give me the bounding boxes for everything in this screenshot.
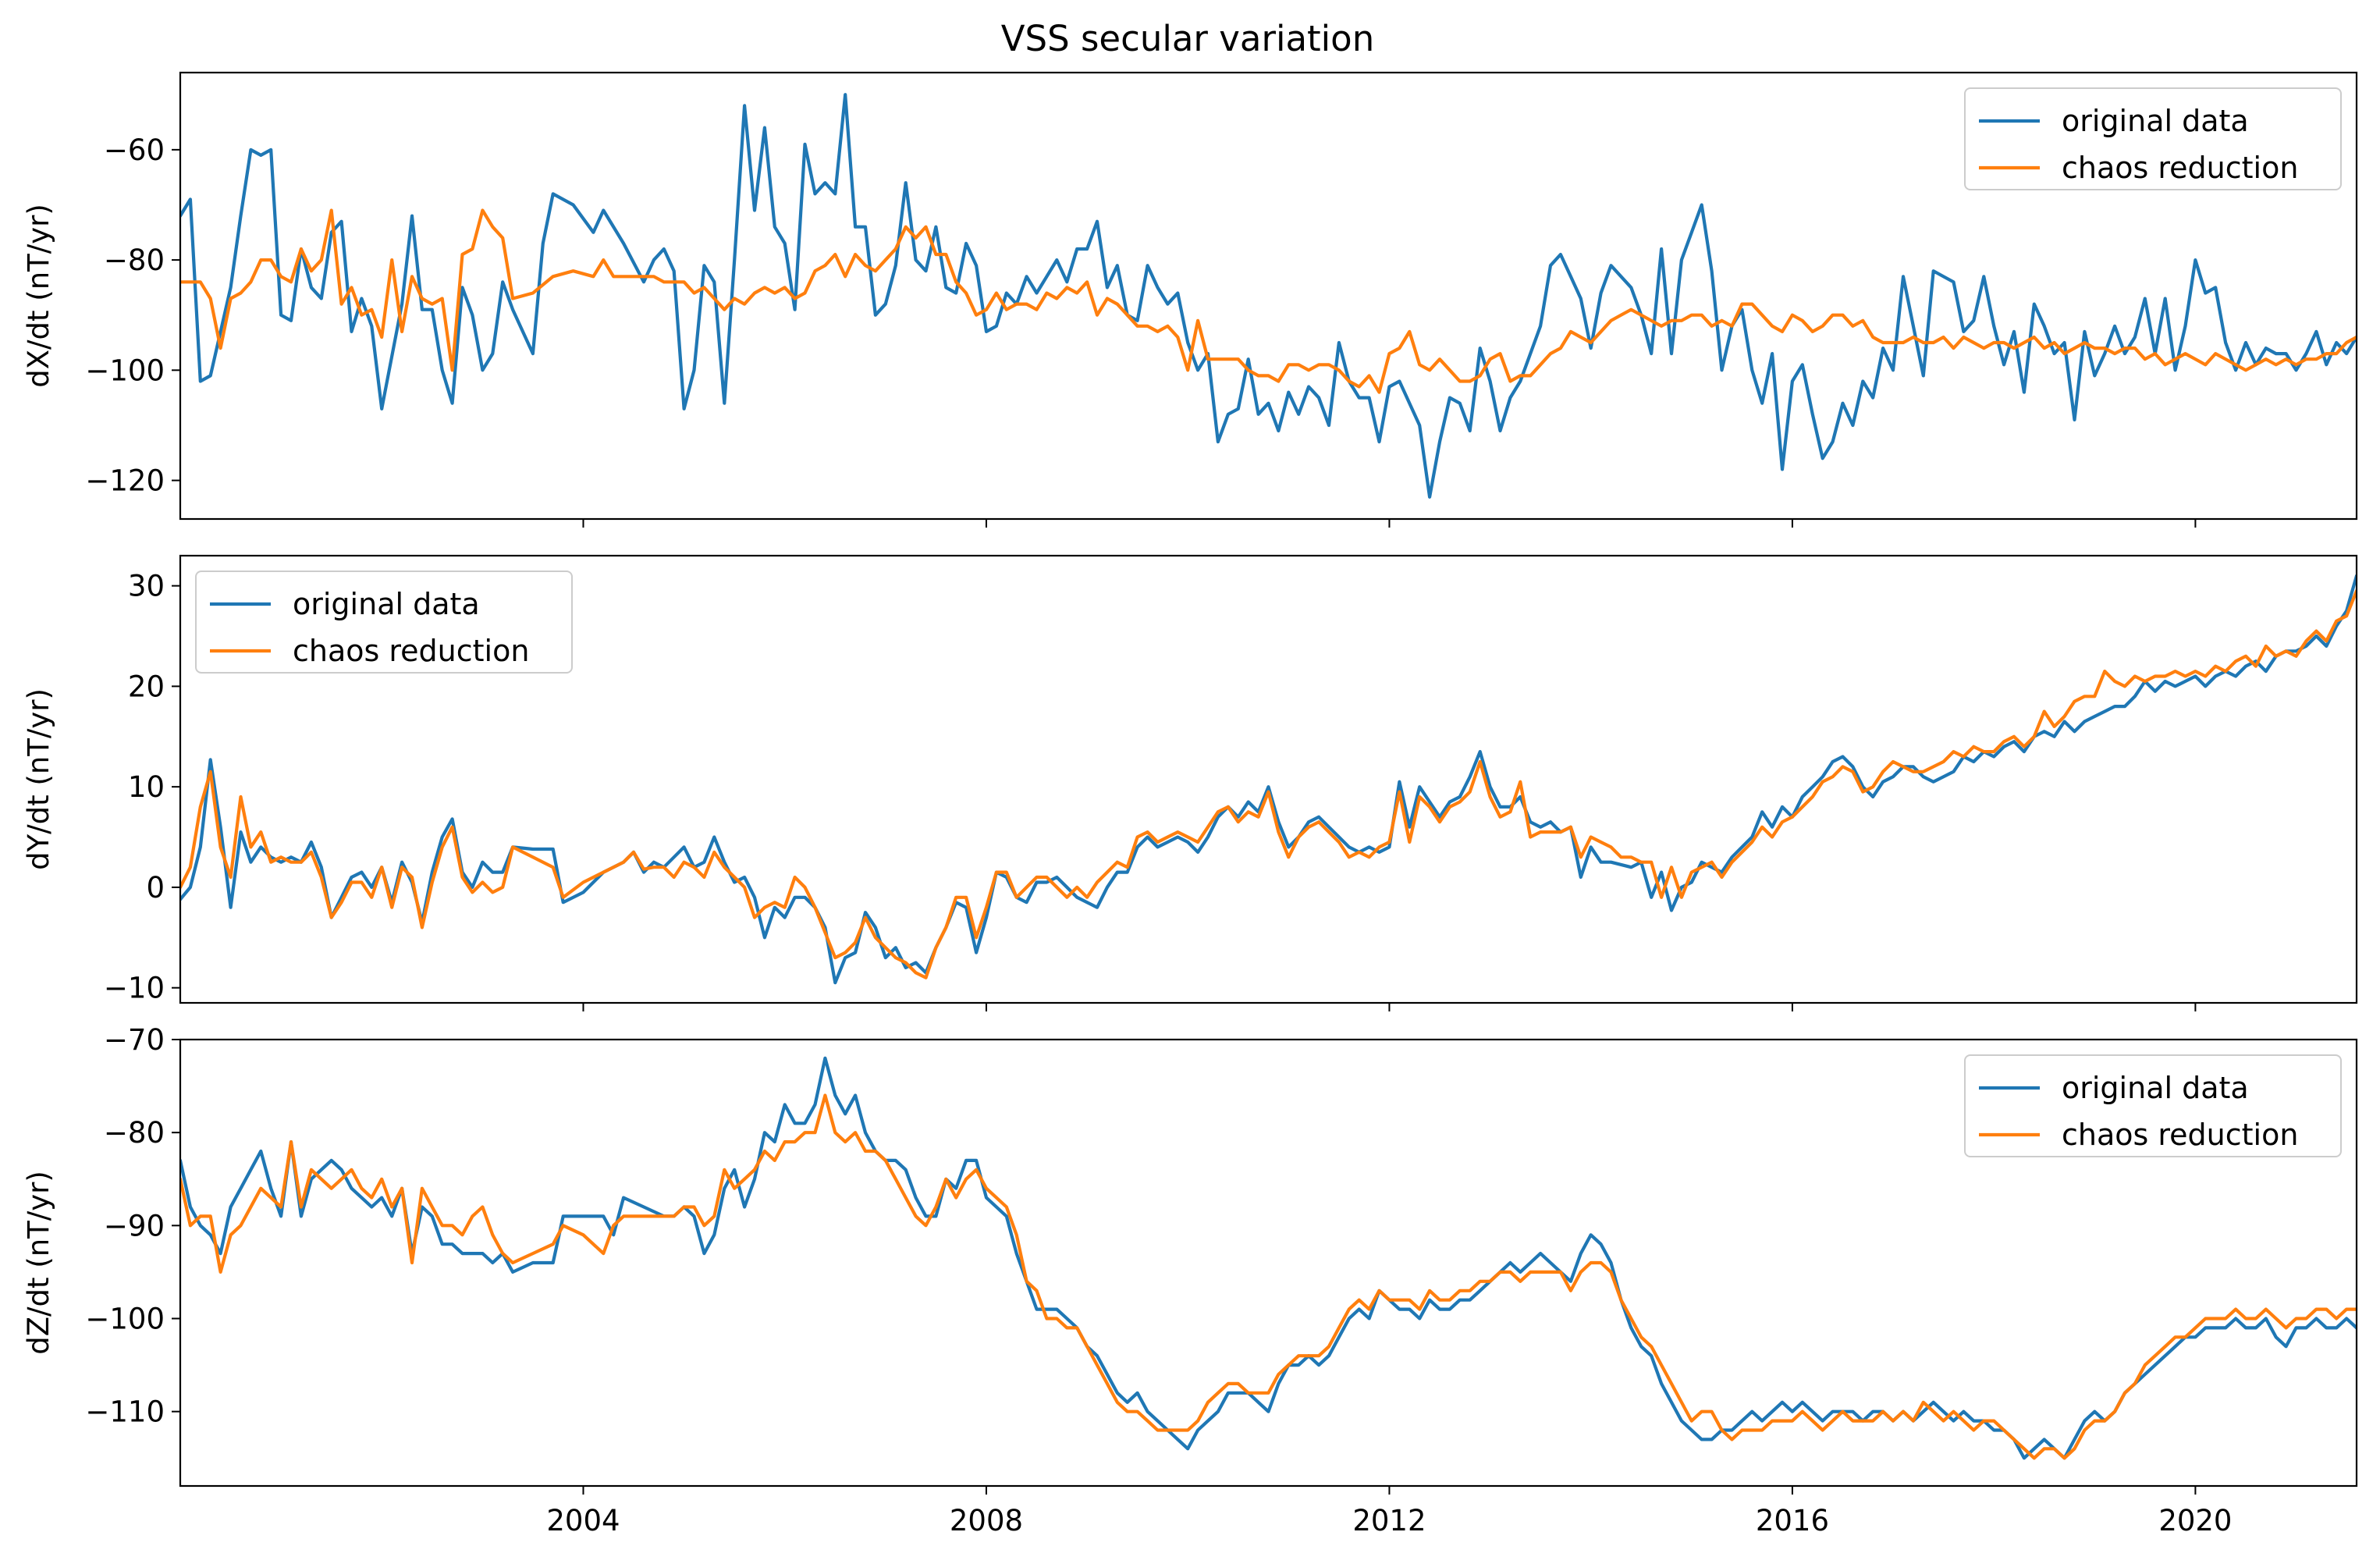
legend-box [1964, 1054, 2342, 1157]
y-tick-label: 30 [128, 570, 165, 603]
y-tick-label: −110 [85, 1395, 165, 1429]
y-tick-label: −90 [104, 1209, 165, 1242]
y-tick-label: −100 [85, 1303, 165, 1336]
y-tick-label: −80 [104, 243, 165, 277]
y-tick-label: −100 [85, 354, 165, 387]
subplot-2: −10 0 10 20 30 dY/dt (nT/yr) original data chao… [22, 554, 2358, 1011]
legend-label: original data [293, 587, 480, 621]
axes-frame [179, 554, 2358, 1004]
x-tick-label: 2020 [2158, 1504, 2232, 1537]
legend-label: chaos reduction [2062, 151, 2298, 185]
subplot-3: −110 −100 −90 −80 −70 2004 2008 2012 2016 2020 dZ/… [22, 1023, 2358, 1537]
y-axis-title: dZ/dt (nT/yr) [22, 1171, 55, 1355]
y-tick-label: 20 [128, 670, 165, 703]
legend-box [195, 571, 573, 674]
legend: original data chaos reduction [195, 571, 573, 674]
y-tick-label: 0 [146, 871, 165, 905]
x-tick-label: 2012 [1352, 1504, 1426, 1537]
legend: original data chaos reduction [1964, 1054, 2342, 1157]
legend-label: original data [2062, 104, 2249, 138]
legend: original data chaos reduction [1964, 87, 2342, 190]
series-line-chaos-reduction [180, 589, 2357, 979]
legend-label: original data [2062, 1071, 2249, 1105]
axes-frame [179, 71, 2358, 521]
x-tick-label: 2008 [950, 1504, 1023, 1537]
y-tick-label: −70 [104, 1023, 165, 1057]
y-tick-label: −10 [104, 972, 165, 1005]
legend-label: chaos reduction [293, 634, 529, 668]
subplot-1: −120 −100 −80 −60 dX/dt (nT/yr) original data… [22, 71, 2358, 528]
y-axis-title: dX/dt (nT/yr) [22, 204, 55, 388]
series-line-chaos-reduction [180, 1093, 2357, 1460]
axes-frame [179, 1038, 2358, 1488]
x-tick-label: 2016 [1756, 1504, 1829, 1537]
y-tick-label: −120 [85, 464, 165, 498]
legend-label: chaos reduction [2062, 1118, 2298, 1152]
figure-title: VSS secular variation [1001, 18, 1374, 59]
legend-box [1964, 87, 2342, 190]
y-tick-label: 10 [128, 770, 165, 804]
y-tick-label: −60 [104, 133, 165, 167]
y-axis-title: dY/dt (nT/yr) [22, 688, 55, 870]
series-line-original-data [180, 574, 2357, 985]
series-line-original-data [180, 93, 2357, 499]
series-line-chaos-reduction [180, 208, 2357, 394]
x-tick-label: 2004 [546, 1504, 620, 1537]
y-tick-label: −80 [104, 1116, 165, 1150]
